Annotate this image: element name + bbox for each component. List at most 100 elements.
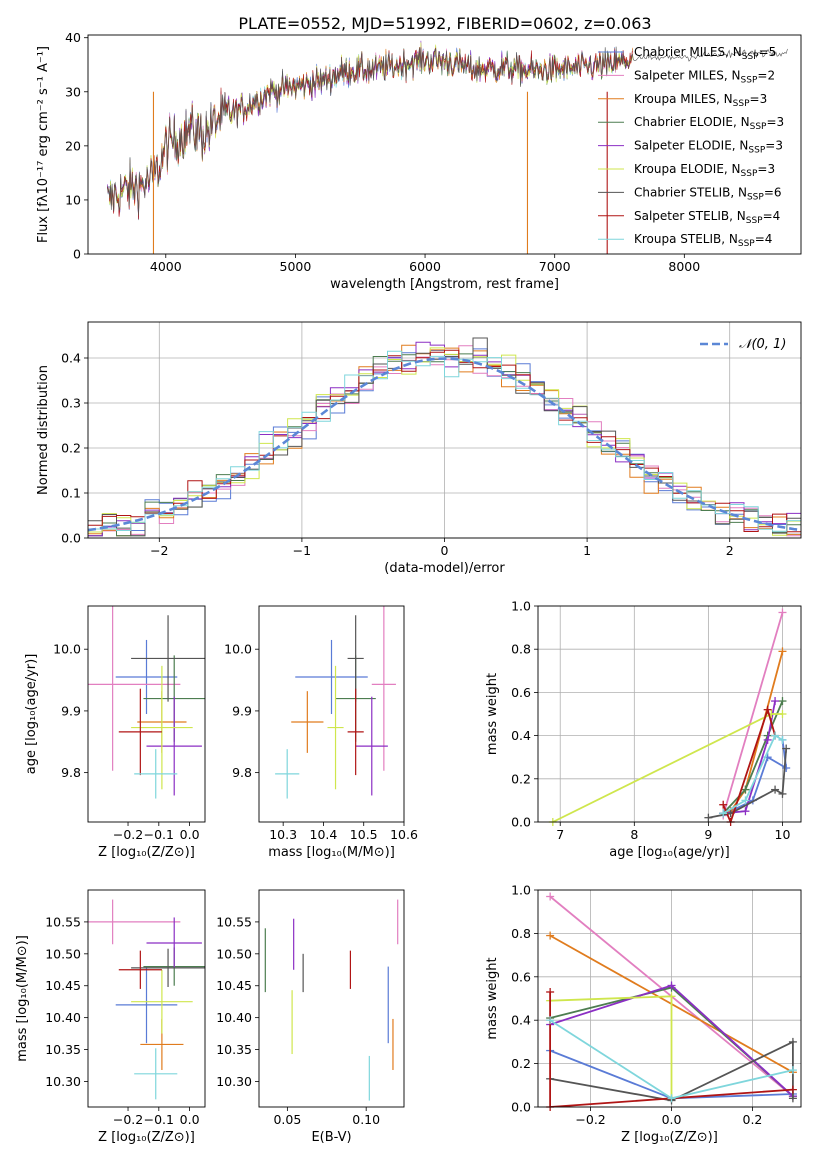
y-tick-label: 10.30 [45, 1074, 81, 1089]
y-tick-label: 9.9 [61, 703, 81, 718]
x-axis-label: mass [log₁₀(M/M⊙)] [268, 845, 395, 860]
x-tick-label: −1 [293, 543, 311, 558]
legend-value: =3 [757, 162, 775, 176]
y-tick-label: 0 [73, 247, 81, 262]
figure-title: PLATE=0552, MJD=51992, FIBERID=0602, z=0… [238, 14, 651, 33]
x-tick-label: 10.4 [310, 827, 338, 842]
y-tick-label: 10.45 [216, 978, 252, 993]
x-tick-label: 0.0 [180, 1112, 200, 1127]
x-tick-label: −0.2 [113, 1112, 143, 1127]
x-tick-label: 0.0 [180, 827, 200, 842]
legend-subscript: SSP [741, 75, 758, 85]
legend-value: =6 [764, 185, 782, 199]
y-axis-label: Normed distribution [36, 365, 51, 495]
weight-line-5 [550, 995, 673, 1099]
legend-label: Salpeter ELODIE, NSSP=3 [634, 139, 783, 156]
legend-subscript: SSP [738, 239, 755, 249]
legend-subscript: SSP [750, 122, 767, 132]
legend-label: Kroupa STELIB, NSSP=4 [634, 232, 772, 249]
y-tick-label: 0.4 [61, 351, 81, 366]
x-tick-label: 0 [441, 543, 449, 558]
x-axis-label: age [log₁₀(age/yr)] [609, 845, 730, 860]
y-tick-label: 0.0 [511, 815, 531, 830]
y-tick-label: 0.3 [61, 396, 81, 411]
y-tick-label: 0.8 [511, 926, 531, 941]
legend-value: =3 [765, 139, 783, 153]
y-tick-label: 0.6 [511, 969, 531, 984]
x-axis-label: Z [log₁₀(Z/Z⊙)] [621, 1130, 718, 1145]
x-tick-label: 7 [556, 827, 564, 842]
y-axis-label: mass weight [485, 957, 500, 1039]
legend-label: Kroupa ELODIE, NSSP=3 [634, 162, 775, 179]
y-tick-label: 10.30 [216, 1074, 252, 1089]
legend-value: =5 [759, 45, 777, 59]
legend-label: Kroupa MILES, NSSP=3 [634, 92, 767, 109]
x-tick-label: 7000 [539, 259, 571, 274]
y-tick-label: 10.55 [216, 914, 252, 929]
histogram-8 [88, 350, 801, 532]
x-tick-label: 10 [775, 827, 791, 842]
y-tick-label: 0.6 [511, 685, 531, 700]
x-tick-label: 10.3 [269, 827, 297, 842]
x-tick-label: 4000 [150, 259, 182, 274]
y-tick-label: 0.2 [61, 441, 81, 456]
y-tick-label: 10.0 [224, 642, 252, 657]
x-axis-label: E(B-V) [311, 1130, 351, 1145]
y-tick-label: 9.8 [232, 765, 252, 780]
plot-frame [258, 889, 405, 1108]
x-tick-label: −2 [150, 543, 168, 558]
y-tick-label: 0.0 [511, 1100, 531, 1115]
y-tick-label: 1.0 [511, 883, 531, 898]
y-tick-label: 10.45 [45, 978, 81, 993]
y-tick-label: 10.40 [216, 1010, 252, 1025]
legend-label: Chabrier MILES, NSSP=5 [634, 45, 776, 62]
x-tick-label: 1 [583, 543, 591, 558]
plot-frame [87, 34, 802, 255]
y-tick-label: 10.40 [45, 1010, 81, 1025]
y-tick-label: 10.55 [45, 914, 81, 929]
y-tick-label: 0.2 [511, 771, 531, 786]
x-tick-label: 5000 [280, 259, 312, 274]
x-tick-label: 10.5 [350, 827, 378, 842]
plot-frame [537, 605, 802, 823]
x-tick-label: 8000 [668, 259, 700, 274]
legend-subscript: SSP [742, 52, 759, 62]
y-tick-label: 10.35 [216, 1042, 252, 1057]
spectrum-line-6 [107, 46, 788, 216]
x-tick-label: 0.05 [273, 1112, 301, 1127]
legend-subscript: SSP [747, 192, 764, 202]
y-tick-label: 0.4 [511, 1013, 531, 1028]
x-tick-label: −0.1 [144, 1112, 174, 1127]
y-tick-label: 9.9 [232, 703, 252, 718]
x-tick-label: 6000 [409, 259, 441, 274]
x-axis-label: Z [log₁₀(Z/Z⊙)] [98, 845, 195, 860]
weight-line-1 [722, 612, 784, 816]
x-axis-label: (data-model)/error [384, 561, 505, 576]
y-tick-label: 20 [65, 138, 81, 153]
x-axis-label: Z [log₁₀(Z/Z⊙)] [98, 1130, 195, 1145]
x-tick-label: 0.0 [662, 1112, 682, 1127]
legend-label: Salpeter MILES, NSSP=2 [634, 68, 775, 85]
y-tick-label: 0.0 [61, 531, 81, 546]
weight-line-8 [722, 734, 783, 815]
y-tick-label: 9.8 [61, 765, 81, 780]
legend-value: =2 [757, 68, 775, 82]
y-tick-label: 40 [65, 30, 81, 45]
legend-value: =3 [750, 92, 768, 106]
y-tick-label: 0.8 [511, 642, 531, 657]
x-tick-label: 2 [726, 543, 734, 558]
legend-label: Chabrier STELIB, NSSP=6 [634, 185, 782, 202]
legend-subscript: SSP [733, 99, 750, 109]
y-tick-label: 0.2 [511, 1056, 531, 1071]
y-tick-label: 1.0 [511, 599, 531, 614]
legend-subscript: SSP [746, 216, 763, 226]
mass-vs-ebv-panel: 0.05 0.10 10.30 10.35 10.40 10.45 10.50 10.55 E(… [216, 889, 405, 1145]
plot-frame [258, 605, 405, 823]
y-tick-label: 10.35 [45, 1042, 81, 1057]
legend-label: Salpeter STELIB, NSSP=4 [634, 209, 780, 226]
y-axis-label: mass weight [485, 673, 500, 755]
legend-value: =4 [763, 209, 781, 223]
residuals-panel: −2 −1 0 1 2 0.0 0.1 0.2 0.3 0.4 (data-model)/error… [36, 321, 802, 576]
x-tick-label: 9 [704, 827, 712, 842]
